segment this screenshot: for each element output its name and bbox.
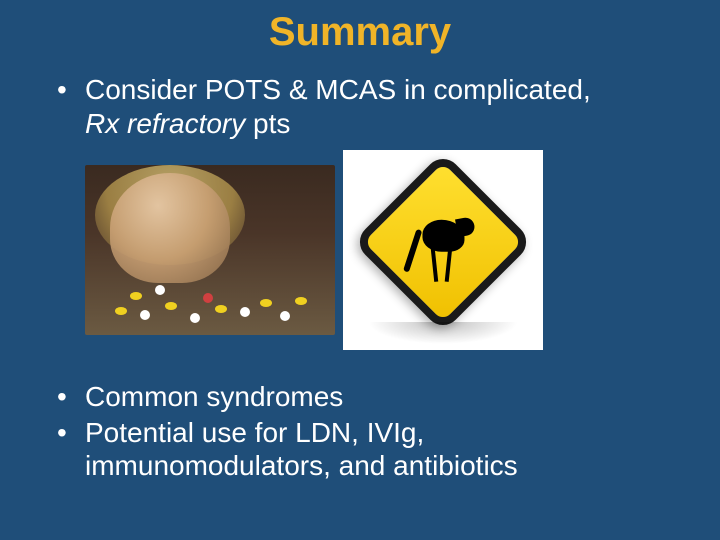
bullet-text: Rx refractory pts bbox=[85, 107, 690, 141]
ostrich-icon bbox=[394, 200, 484, 300]
bullet-list: Consider POTS & MCAS in complicated, Rx … bbox=[0, 73, 720, 140]
slide-title: Summary bbox=[0, 0, 720, 73]
warning-sign-image bbox=[343, 150, 543, 350]
image-row bbox=[85, 150, 720, 350]
bullet-item: Consider POTS & MCAS in complicated, Rx … bbox=[55, 73, 690, 140]
bullet-list: Common syndromes Potential use for LDN, … bbox=[0, 380, 720, 483]
bullet-text: Common syndromes bbox=[85, 380, 690, 414]
bullet-text: Potential use for LDN, IVIg, bbox=[85, 416, 690, 450]
patient-pills-image bbox=[85, 165, 335, 335]
warning-sign-icon bbox=[352, 152, 533, 333]
bullet-text: Consider POTS & MCAS in complicated, bbox=[85, 73, 690, 107]
bullet-text: immunomodulators, and antibiotics bbox=[85, 449, 690, 483]
bullet-item: Common syndromes bbox=[55, 380, 690, 414]
bullet-item: Potential use for LDN, IVIg, immunomodul… bbox=[55, 416, 690, 483]
